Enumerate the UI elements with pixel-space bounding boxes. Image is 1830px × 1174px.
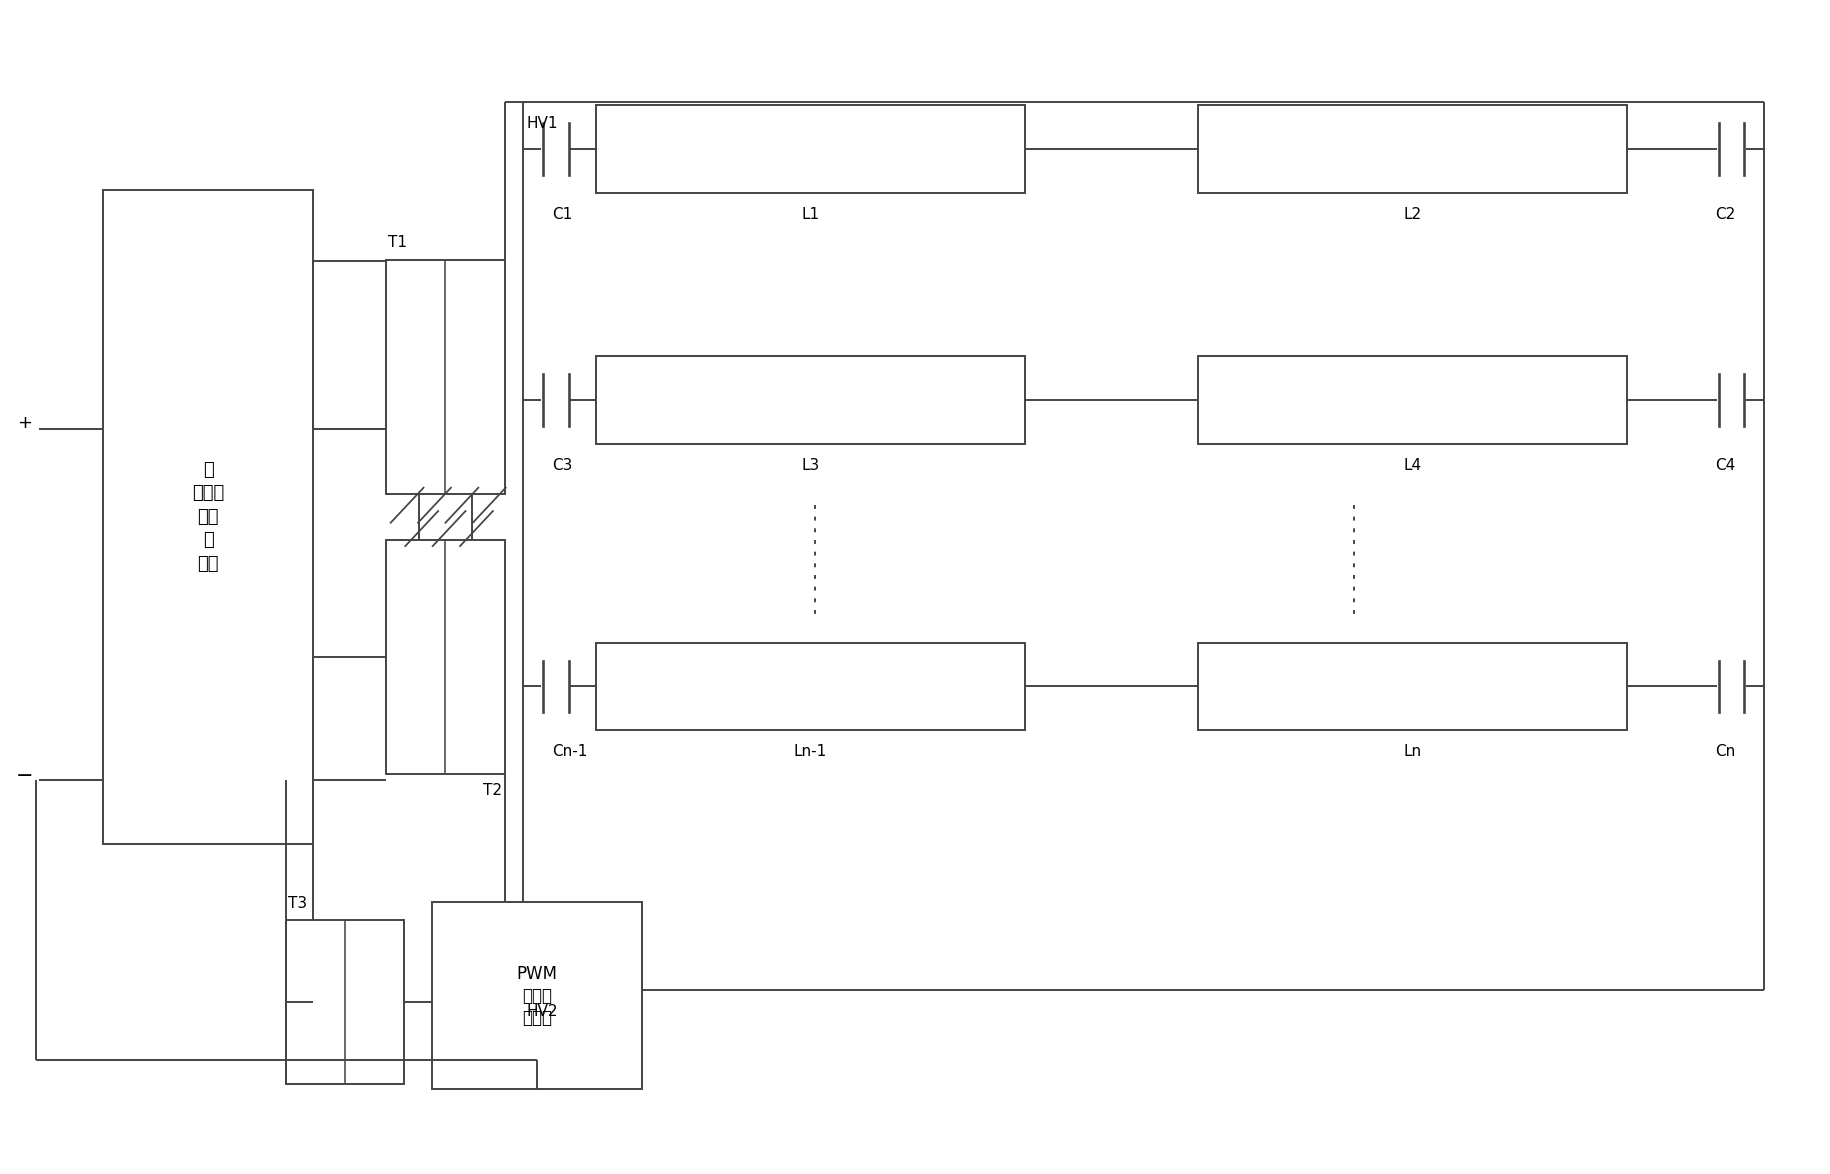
Text: Ln-1: Ln-1	[794, 744, 827, 760]
Text: HV2: HV2	[527, 1004, 558, 1019]
Text: Ln: Ln	[1404, 744, 1422, 760]
Bar	[102, 190, 313, 844]
Text: HV1: HV1	[527, 116, 558, 131]
Text: +: +	[16, 414, 33, 432]
Bar	[386, 259, 505, 493]
Text: L4: L4	[1404, 458, 1422, 473]
Text: L3: L3	[802, 458, 820, 473]
Text: Cn-1: Cn-1	[553, 744, 587, 760]
Text: T1: T1	[388, 236, 408, 250]
Bar	[432, 903, 640, 1089]
Text: 直
流一交
流转
换
电路: 直 流一交 流转 换 电路	[192, 460, 223, 573]
Bar	[1199, 356, 1627, 444]
Bar	[1199, 642, 1627, 730]
Bar	[285, 920, 404, 1084]
Text: C4: C4	[1715, 458, 1735, 473]
Bar	[597, 356, 1025, 444]
Bar	[597, 642, 1025, 730]
Text: T3: T3	[287, 896, 307, 911]
Bar	[1199, 104, 1627, 193]
Text: L1: L1	[802, 207, 820, 222]
Bar	[597, 104, 1025, 193]
Text: C2: C2	[1715, 207, 1735, 222]
Text: Cn: Cn	[1715, 744, 1735, 760]
Text: PWM
驱动控
制电路: PWM 驱动控 制电路	[516, 965, 556, 1027]
Text: C1: C1	[553, 207, 573, 222]
Bar	[386, 540, 505, 774]
Text: T2: T2	[483, 783, 501, 798]
Text: −: −	[16, 767, 33, 787]
Text: L2: L2	[1404, 207, 1422, 222]
Text: C3: C3	[553, 458, 573, 473]
